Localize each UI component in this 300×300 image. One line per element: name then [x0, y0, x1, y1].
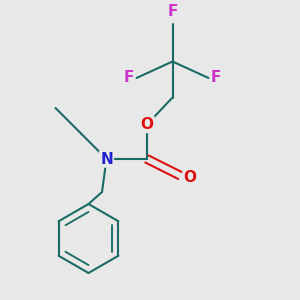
Text: O: O — [140, 117, 154, 132]
Text: F: F — [211, 70, 221, 86]
Text: O: O — [184, 169, 196, 184]
Text: F: F — [124, 70, 134, 86]
Text: N: N — [100, 152, 113, 166]
Text: F: F — [167, 4, 178, 20]
